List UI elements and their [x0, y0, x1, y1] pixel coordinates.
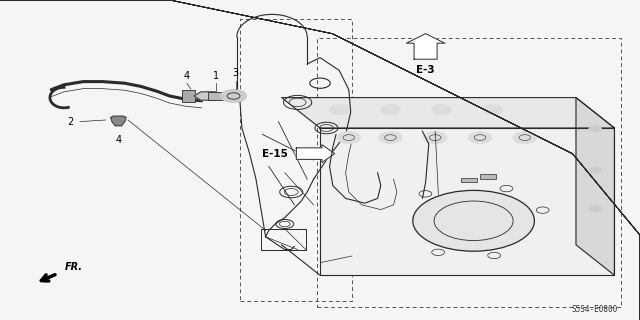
Circle shape [337, 132, 360, 143]
Circle shape [589, 125, 602, 132]
Text: E-15: E-15 [262, 148, 288, 159]
Polygon shape [296, 145, 335, 163]
Text: FR.: FR. [65, 262, 83, 272]
Circle shape [413, 190, 534, 251]
Text: 3: 3 [232, 68, 239, 78]
Polygon shape [194, 92, 222, 100]
Text: 4: 4 [115, 135, 122, 145]
Bar [261, 229, 306, 250]
Polygon shape [111, 116, 126, 126]
Bar [182, 90, 195, 102]
Circle shape [589, 167, 602, 173]
Circle shape [468, 132, 492, 143]
Circle shape [330, 105, 349, 115]
Circle shape [381, 105, 400, 115]
Bar [317, 38, 621, 307]
Text: 4: 4 [184, 71, 190, 81]
Bar [208, 92, 227, 100]
Bar [461, 178, 477, 182]
Circle shape [589, 206, 602, 212]
Text: E-3: E-3 [416, 65, 435, 75]
Polygon shape [320, 128, 614, 275]
Circle shape [424, 132, 447, 143]
Circle shape [432, 105, 451, 115]
Circle shape [379, 132, 402, 143]
Text: 1: 1 [213, 71, 220, 81]
Bar [480, 174, 496, 179]
Bar [240, 19, 352, 301]
Polygon shape [576, 98, 614, 275]
Text: S5S4-E0800: S5S4-E0800 [572, 305, 618, 314]
Circle shape [483, 105, 502, 115]
Circle shape [513, 132, 536, 143]
Polygon shape [282, 98, 614, 128]
Text: 2: 2 [67, 116, 74, 127]
Circle shape [221, 90, 246, 102]
Polygon shape [406, 34, 445, 59]
